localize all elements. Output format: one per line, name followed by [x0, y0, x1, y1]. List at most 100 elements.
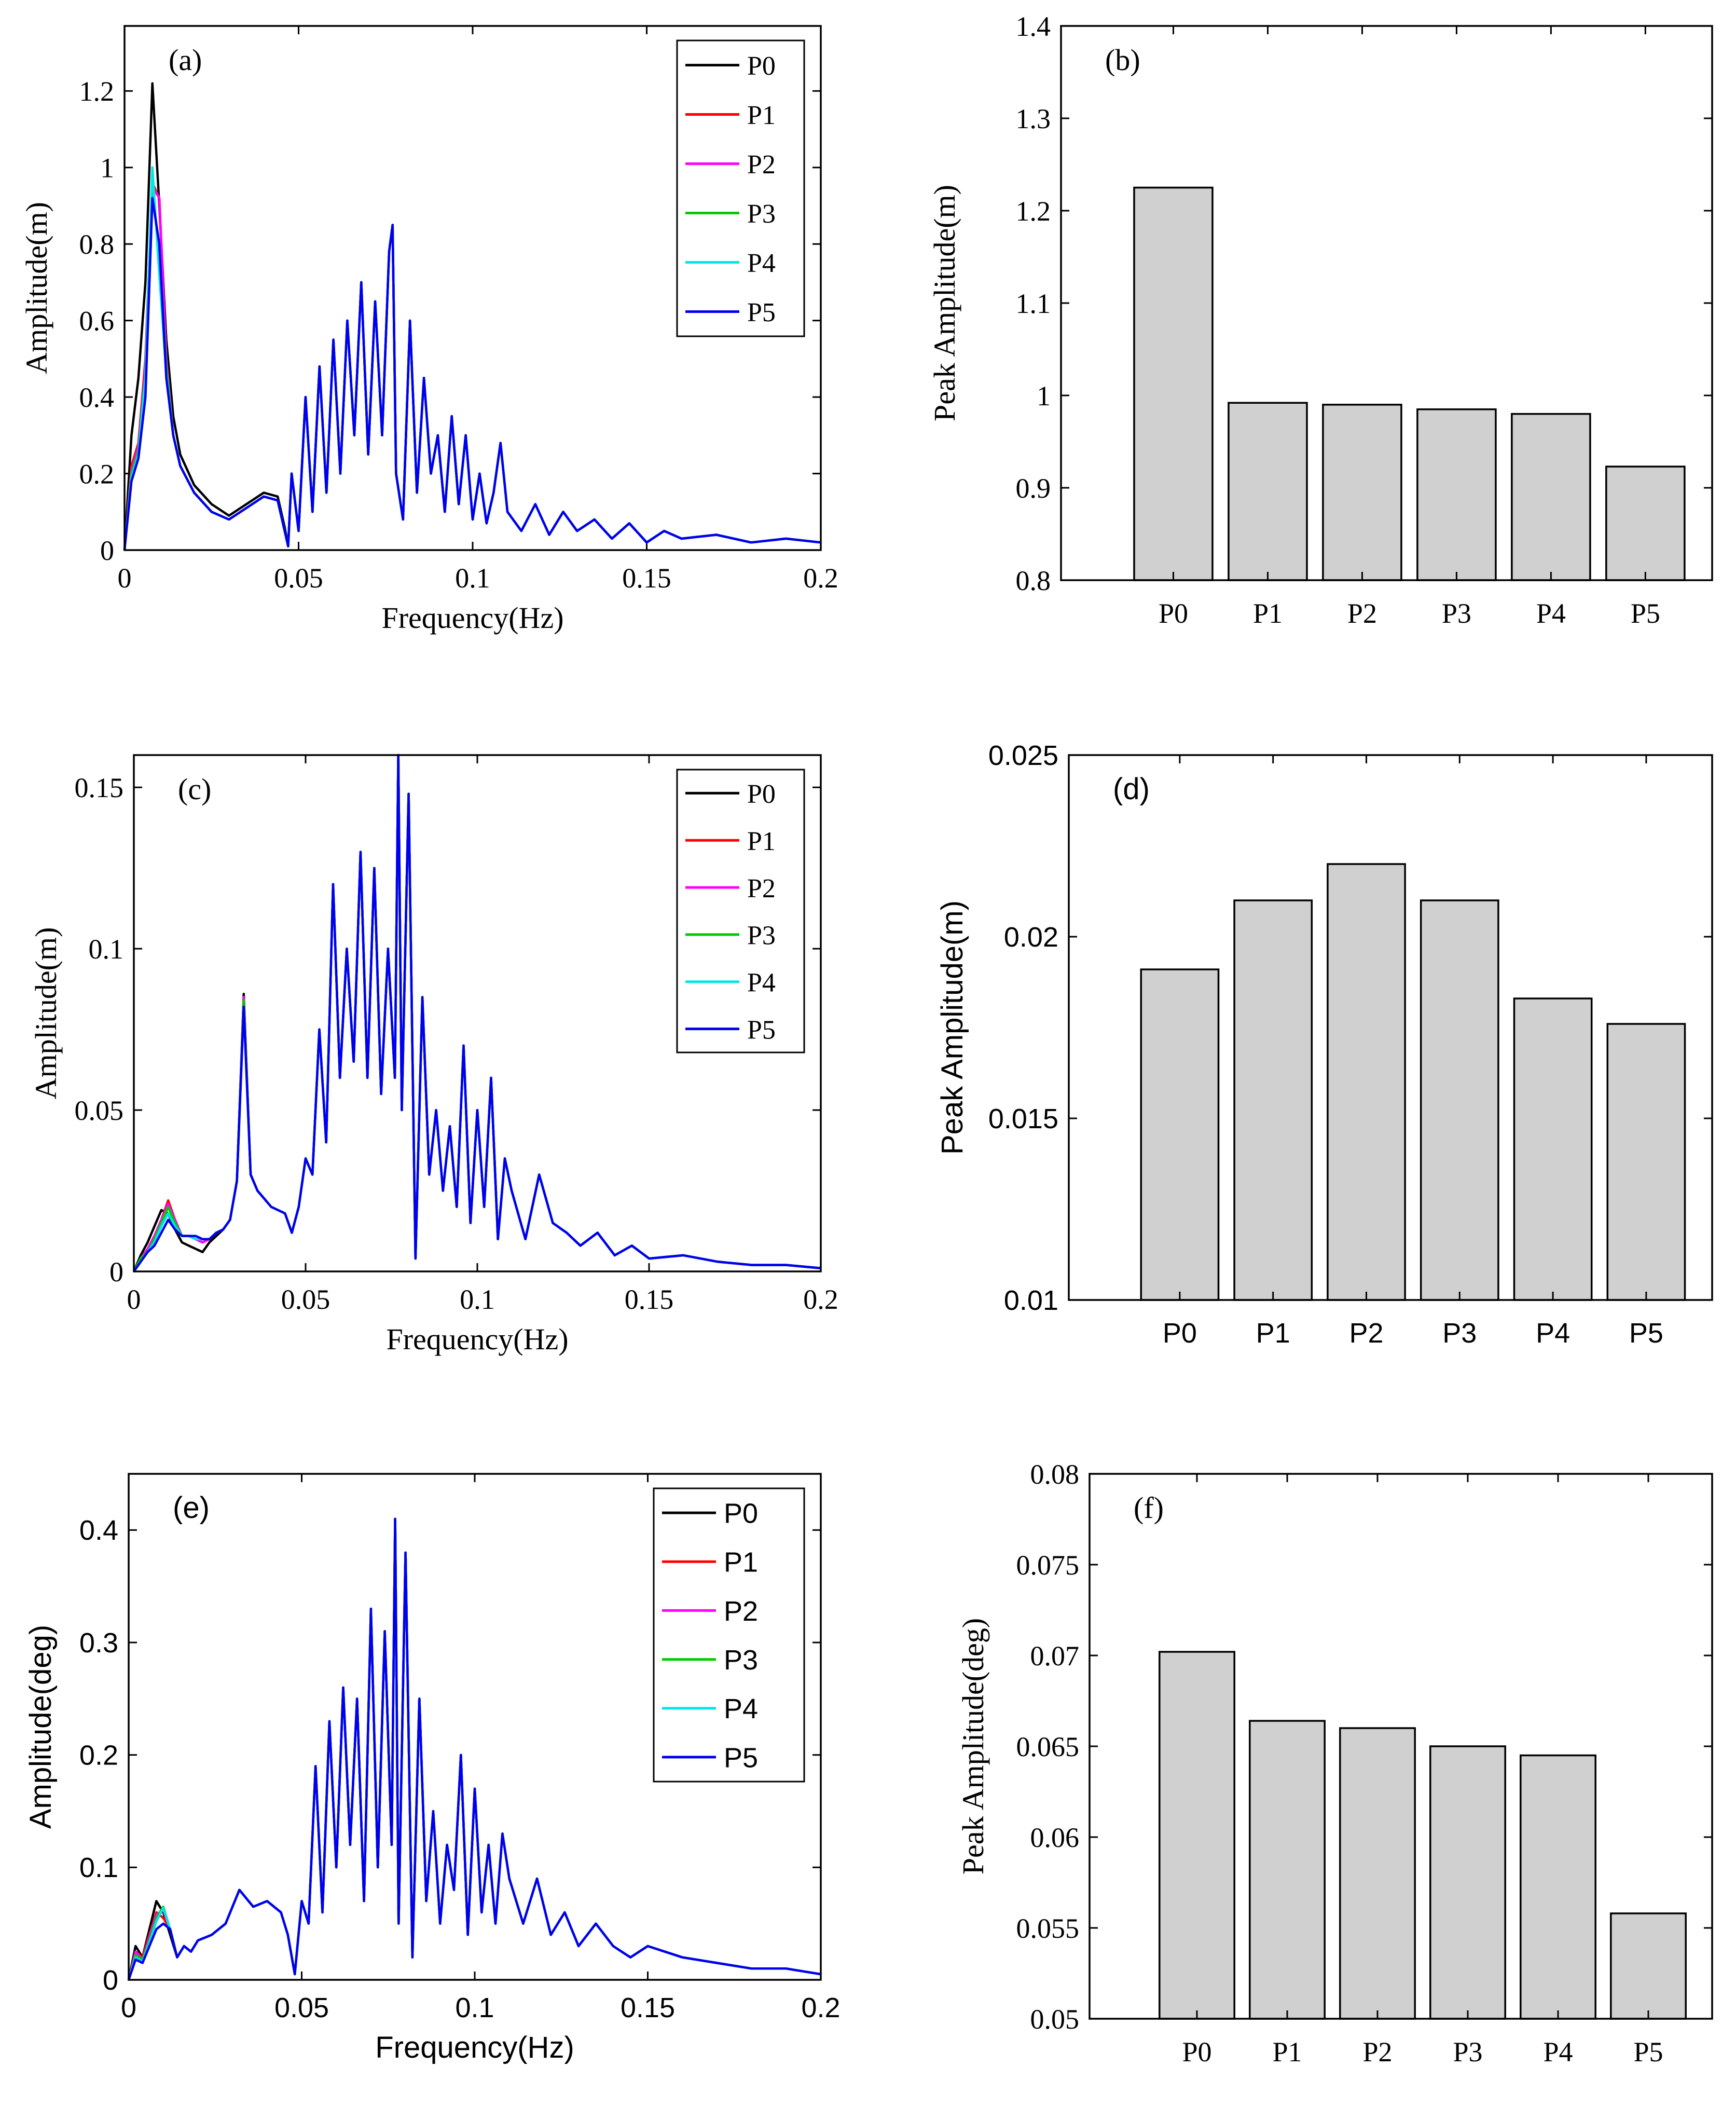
y-axis-label: Amplitude(deg) — [24, 1625, 58, 1829]
x-tick-label: P4 — [1536, 1318, 1570, 1349]
bar-p4 — [1511, 413, 1591, 581]
y-tick-label: 0 — [103, 1965, 118, 1996]
x-tick-label: P1 — [1253, 598, 1283, 629]
bar-p3 — [1416, 408, 1497, 581]
panel-e-line-chart: 0 0.1 0.2 0.3 0.4 0 0.05 0.1 0.15 0.2 Frequency(Hz… — [24, 1473, 841, 2064]
panel-label: (b) — [1105, 43, 1140, 77]
legend-label: P3 — [747, 199, 776, 229]
plot-frame — [128, 1473, 822, 1981]
y-tick-label: 1.3 — [1016, 103, 1051, 134]
legend-label: P5 — [747, 298, 776, 327]
x-tick-label: P1 — [1256, 1318, 1290, 1349]
x-tick-label: 0.05 — [274, 1992, 329, 2023]
y-axis-label: Peak Amplitude(m) — [928, 185, 961, 421]
panel-f-bar-chart: 0.05 0.055 0.06 0.065 0.07 0.075 0.08 P0 P1 P2 P3 P… — [956, 1459, 1713, 2068]
x-tick-label: 0 — [127, 1284, 141, 1315]
y-tick-label: 0.06 — [1030, 1822, 1080, 1853]
legend-box — [676, 769, 805, 1053]
x-tick-label: P3 — [1442, 598, 1471, 629]
legend-label: P5 — [724, 1742, 758, 1773]
panel-d-bar-chart: 0.01 0.015 0.02 0.025 P0 P1 P2 P3 P4 P5 Peak Ampli… — [935, 740, 1713, 1349]
x-tick-label: P4 — [1536, 598, 1566, 629]
y-tick-label: 0.4 — [79, 1515, 118, 1546]
x-tick-label: 0 — [121, 1992, 136, 2023]
y-tick-label: 0.07 — [1030, 1640, 1080, 1672]
bar-p0 — [1133, 186, 1214, 581]
y-tick-label: 0.9 — [1016, 473, 1051, 504]
x-tick-label: 0.05 — [274, 563, 323, 594]
legend: P0 P1 P2 P3 P4 P5 — [653, 1487, 805, 1783]
x-tick-label: 0.05 — [281, 1284, 330, 1315]
panel-label: (e) — [173, 1491, 210, 1525]
bar-p5 — [1606, 1023, 1686, 1301]
x-tick-label: P4 — [1543, 2036, 1573, 2068]
panel-label: (a) — [169, 43, 202, 77]
y-tick-label: 0 — [100, 535, 114, 566]
y-tick-label: 0.025 — [988, 740, 1058, 771]
x-tick-label: P0 — [1163, 1318, 1197, 1349]
y-tick-label: 0.1 — [89, 934, 124, 965]
y-tick-label: 0.8 — [79, 229, 115, 260]
series-line-p5 — [127, 1517, 821, 1980]
x-tick-label: 0.15 — [622, 563, 671, 594]
y-tick-label: 0.8 — [1016, 565, 1051, 596]
bar-p5 — [1605, 466, 1686, 581]
x-axis-label: Frequency(Hz) — [375, 2031, 574, 2064]
bar-p1 — [1228, 402, 1308, 581]
plot-frame — [1068, 754, 1713, 1301]
x-tick-label: P5 — [1633, 2036, 1663, 2068]
x-tick-label: 0.1 — [460, 1284, 495, 1315]
y-tick-label: 0.2 — [79, 458, 115, 489]
y-tick-label: 0.015 — [988, 1103, 1058, 1134]
legend-label: P1 — [747, 827, 776, 856]
panel-label: (d) — [1113, 772, 1150, 806]
y-tick-label: 0.3 — [79, 1627, 118, 1659]
bar-p5 — [1610, 1912, 1687, 2020]
y-tick-label: 1.2 — [1016, 196, 1051, 227]
bar-p3 — [1429, 1745, 1506, 2020]
legend-label: P1 — [747, 101, 776, 130]
bar-p4 — [1520, 1754, 1596, 2020]
y-axis-label: Peak Amplitude(deg) — [956, 1618, 990, 1875]
legend-label: P4 — [724, 1693, 758, 1724]
y-tick-label: 0.055 — [1016, 1913, 1080, 1944]
legend-label: P2 — [747, 150, 776, 180]
x-tick-label: 0.2 — [801, 1992, 840, 2023]
x-axis-label: Frequency(Hz) — [386, 1322, 568, 1356]
y-tick-label: 1 — [100, 153, 114, 184]
legend-box — [676, 39, 805, 337]
legend-box — [653, 1487, 805, 1783]
x-axis-label: Frequency(Hz) — [381, 601, 563, 635]
y-tick-label: 0.065 — [1016, 1731, 1080, 1762]
x-tick-label: P2 — [1362, 2036, 1392, 2068]
y-tick-label: 1.4 — [1016, 11, 1051, 42]
bar-p1 — [1233, 899, 1313, 1301]
series-line-p5 — [123, 197, 821, 551]
y-tick-label: 0.05 — [1030, 2004, 1080, 2035]
x-tick-label: 0 — [118, 563, 132, 594]
bar-p2 — [1322, 404, 1402, 581]
bar-p1 — [1249, 1720, 1326, 2020]
x-tick-label: 0.1 — [455, 563, 490, 594]
legend-label: P2 — [747, 874, 776, 904]
y-tick-label: 0.15 — [75, 772, 124, 803]
bar-p3 — [1420, 899, 1499, 1301]
y-axis-label: Amplitude(m) — [29, 927, 63, 1100]
legend-label: P4 — [747, 968, 776, 997]
panel-label: (c) — [178, 772, 211, 806]
y-axis-label: Peak Amplitude(m) — [935, 900, 969, 1155]
x-tick-label: P1 — [1272, 2036, 1302, 2068]
y-tick-label: 0.075 — [1016, 1550, 1080, 1581]
legend-label: P0 — [747, 51, 776, 81]
bar-p0 — [1159, 1651, 1235, 2020]
legend-label: P2 — [724, 1596, 758, 1627]
x-tick-label: P3 — [1442, 1318, 1477, 1349]
y-axis-label: Amplitude(m) — [20, 202, 53, 374]
legend: P0 P1 P2 P3 P4 P5 — [676, 39, 805, 337]
x-tick-label: 0.2 — [803, 1284, 838, 1315]
legend-label: P0 — [747, 779, 776, 809]
y-tick-label: 0.4 — [79, 382, 115, 413]
y-tick-label: 0.1 — [79, 1852, 118, 1883]
y-tick-label: 1 — [1037, 380, 1051, 412]
x-tick-label: P2 — [1347, 598, 1377, 629]
